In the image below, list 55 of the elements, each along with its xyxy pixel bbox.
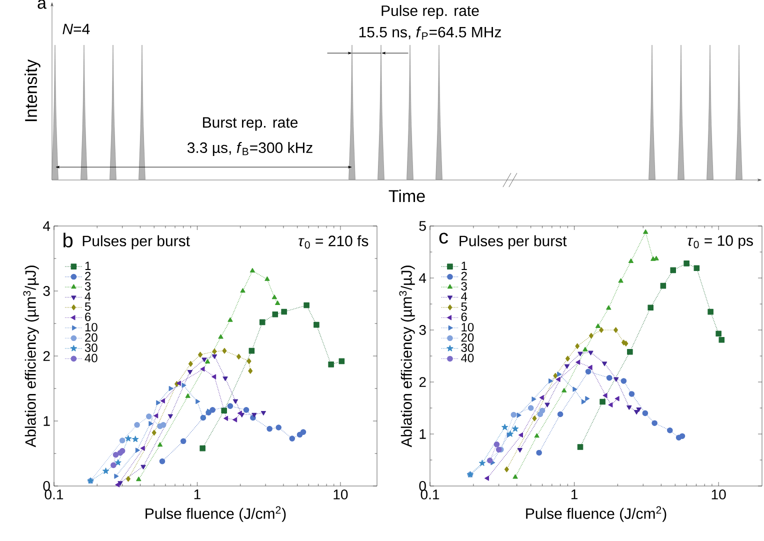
annotation: τ$_{0}$ = 10 ps (688, 235, 753, 249)
x-tick-label: 10 (712, 490, 726, 500)
y-tick-label: 4 (43, 221, 50, 231)
chart-title: c (439, 232, 448, 244)
y-tick-label: 4 (419, 273, 426, 283)
legend-label: 5 (461, 302, 467, 311)
y-axis-title: Ablation efficiency (µm$^{3}$/µJ) (23, 266, 39, 448)
legend-label: 40 (461, 354, 474, 362)
legend-label: 10 (462, 322, 474, 332)
legend-label: 3 (461, 282, 467, 291)
legend-label: 6 (85, 312, 91, 322)
y-tick-label: 1 (420, 429, 426, 439)
legend-label: 2 (85, 272, 91, 280)
text: Intensity (24, 59, 40, 122)
legend-label: 1 (85, 262, 91, 270)
legend-label: 6 (461, 312, 467, 322)
text: a (38, 0, 46, 9)
legend-label: 3 (84, 282, 91, 291)
x-tick-label: 0.1 (420, 490, 440, 500)
legend-label: 40 (84, 354, 98, 362)
y-tick-label: 2 (43, 351, 50, 361)
y-tick-label: 5 (419, 221, 426, 231)
legend-label: 20 (85, 333, 98, 342)
y-tick-label: 0 (43, 481, 50, 491)
legend-label: 5 (84, 302, 91, 311)
x-axis-title: Pulse fluence (J/cm$^{2}$) (526, 506, 666, 522)
text: 15.5 ns, f$_{P}$=64.5 MHz (359, 26, 501, 40)
annotation: τ$_{0}$ = 210 fs (298, 235, 368, 249)
x-tick-label: 0.1 (44, 490, 64, 500)
legend-label: 1 (462, 262, 467, 270)
text: Burst rep. rate (203, 117, 298, 131)
text: 3.3 µs, f$_{B}$=300 kHz (187, 142, 312, 156)
y-tick-label: 0 (419, 481, 426, 491)
legend-label: 20 (461, 333, 474, 342)
text: Pulse rep. rate (382, 5, 479, 19)
text: N=4 (62, 24, 90, 34)
y-axis-title: Ablation efficiency (µm$^{3}$/µJ) (399, 266, 415, 448)
legend-label: 30 (461, 344, 474, 352)
x-tick-label: 1 (194, 490, 200, 500)
legend-label: 10 (85, 322, 98, 332)
y-tick-label: 2 (419, 377, 426, 387)
chart-title: b (64, 232, 73, 248)
legend-label: 4 (84, 292, 91, 301)
legend-label: 30 (84, 343, 98, 352)
y-tick-label: 1 (44, 416, 50, 426)
y-tick-label: 3 (43, 286, 50, 296)
legend-title: Pulses per burst (460, 235, 567, 250)
x-tick-label: 10 (334, 490, 348, 500)
legend-title: Pulses per burst (82, 235, 190, 250)
text: Time (388, 190, 425, 202)
x-axis-title: Pulse fluence (J/cm$^{2}$) (146, 506, 286, 522)
x-tick-label: 1 (571, 490, 578, 500)
legend-label: 2 (461, 272, 467, 280)
legend-label: 4 (461, 292, 468, 301)
y-tick-label: 3 (419, 325, 426, 335)
